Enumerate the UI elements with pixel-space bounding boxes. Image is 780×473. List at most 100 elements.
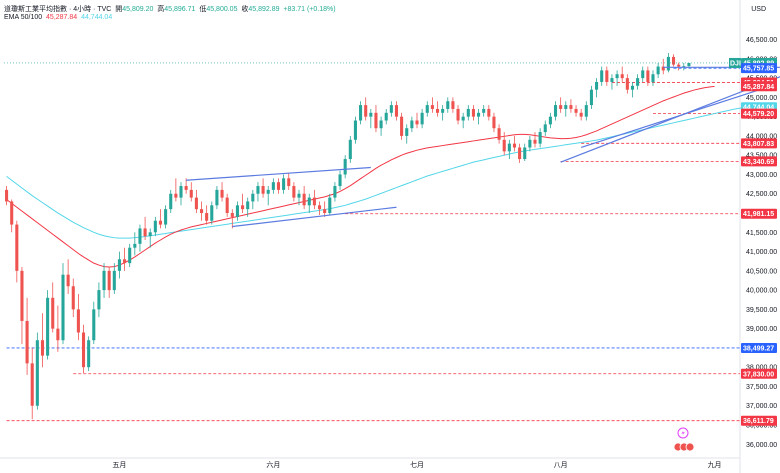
level-price-tag: 45,287.84 [743, 84, 774, 91]
y-tick-label: 45,000.00 [746, 95, 777, 102]
candle-body [117, 259, 121, 271]
candle-body [661, 66, 665, 71]
x-tick-label: 九月 [708, 460, 722, 469]
candle-body [230, 213, 234, 217]
low-label: 低 [199, 6, 207, 13]
candle-body [138, 228, 142, 244]
y-tick-label: 46,500.00 [746, 37, 777, 44]
candle-body [210, 205, 214, 221]
candle-body [430, 105, 434, 109]
candle-body [630, 85, 635, 90]
candle-body [199, 209, 204, 214]
candle-body [615, 74, 619, 79]
y-tick-label: 41,500.00 [746, 230, 777, 237]
candle-body [471, 108, 475, 117]
level-price-tag: 36,611.79 [743, 418, 774, 425]
candle-body [92, 309, 96, 341]
symbol-title: 道瓊斯工業平均指數 · 4小時 · TVC [4, 6, 112, 13]
candle-body [307, 197, 311, 206]
ema-label: EMA 50/100 [4, 14, 43, 21]
y-tick-label: 42,500.00 [746, 191, 777, 198]
candle-body [389, 105, 393, 113]
candle-body [548, 116, 552, 125]
level-price-tag-bg [741, 138, 777, 149]
candle-body [153, 220, 157, 233]
candle-body [656, 66, 660, 75]
level-price-tag-bg [741, 63, 777, 74]
candle-body [559, 105, 563, 109]
candle-body [502, 139, 506, 152]
level-price-tag-bg [741, 108, 777, 119]
candle-body [620, 74, 624, 79]
candle-body [379, 120, 383, 129]
low-value: 45,800.05 [206, 6, 238, 13]
candle-body [235, 205, 239, 217]
candle-body [487, 108, 491, 117]
candle-body [87, 340, 91, 368]
x-tick-label: 六月 [266, 460, 280, 469]
level-price-tag: 41,981.15 [743, 211, 774, 218]
candle-body [415, 120, 419, 125]
candle-body [538, 132, 542, 144]
trendline[interactable] [232, 206, 397, 228]
candle-body [420, 112, 424, 125]
candle-body [328, 197, 332, 214]
candle-body [15, 224, 19, 271]
candle-body [507, 143, 511, 152]
candle-body [482, 108, 486, 113]
candle-body [97, 290, 101, 310]
ema100-value: 44,744.04 [81, 14, 113, 21]
high-label: 高 [157, 6, 165, 13]
y-tick-label: 37,500.00 [746, 384, 777, 391]
candle-body [292, 186, 296, 198]
candle-body [133, 243, 137, 248]
candle-body [51, 297, 55, 329]
candle-body [205, 213, 209, 221]
trendline[interactable] [580, 87, 767, 149]
candle-body [282, 178, 286, 190]
trendline[interactable] [186, 166, 371, 181]
candle-body [671, 56, 676, 65]
level-price-tag-bg [741, 342, 777, 353]
candle-body [364, 105, 368, 117]
candle-body [384, 112, 388, 121]
currency-label: USD [751, 6, 766, 13]
candle-body [533, 139, 537, 144]
candle-body [20, 270, 24, 321]
level-price-tag-bg [741, 415, 777, 426]
candle-body [610, 78, 614, 82]
candle-body [112, 270, 116, 291]
candle-body [512, 143, 517, 148]
candle-body [343, 159, 347, 175]
candle-body [102, 270, 106, 291]
candle-body [400, 116, 404, 136]
candle-body [369, 112, 373, 117]
event-flag-icon[interactable] [685, 442, 695, 452]
candle-body [451, 101, 455, 109]
candle-body [456, 108, 460, 121]
candle-body [359, 105, 363, 121]
candle-body [184, 186, 188, 190]
level-price-tag: 38,499.27 [743, 345, 774, 352]
candle-body [174, 193, 178, 198]
y-tick-label: 41,000.00 [746, 249, 777, 256]
candle-body [641, 70, 645, 79]
candle-body [405, 128, 409, 136]
candle-body [446, 101, 450, 109]
candle-body [600, 70, 604, 82]
y-tick-label: 43,000.00 [746, 172, 777, 179]
candle-body [466, 108, 470, 117]
candle-body [312, 197, 316, 206]
level-price-tag: 44,744.04 [743, 105, 774, 112]
candle-body [169, 193, 173, 210]
level-price-tag-bg [741, 156, 777, 167]
candle-body [220, 189, 224, 198]
candle-body [528, 139, 532, 148]
candle-body [651, 74, 655, 82]
candle-body [61, 274, 65, 341]
candle-body [241, 205, 245, 210]
level-price-tag-bg [741, 81, 777, 92]
candle-body [338, 174, 342, 187]
candle-body [10, 201, 14, 225]
